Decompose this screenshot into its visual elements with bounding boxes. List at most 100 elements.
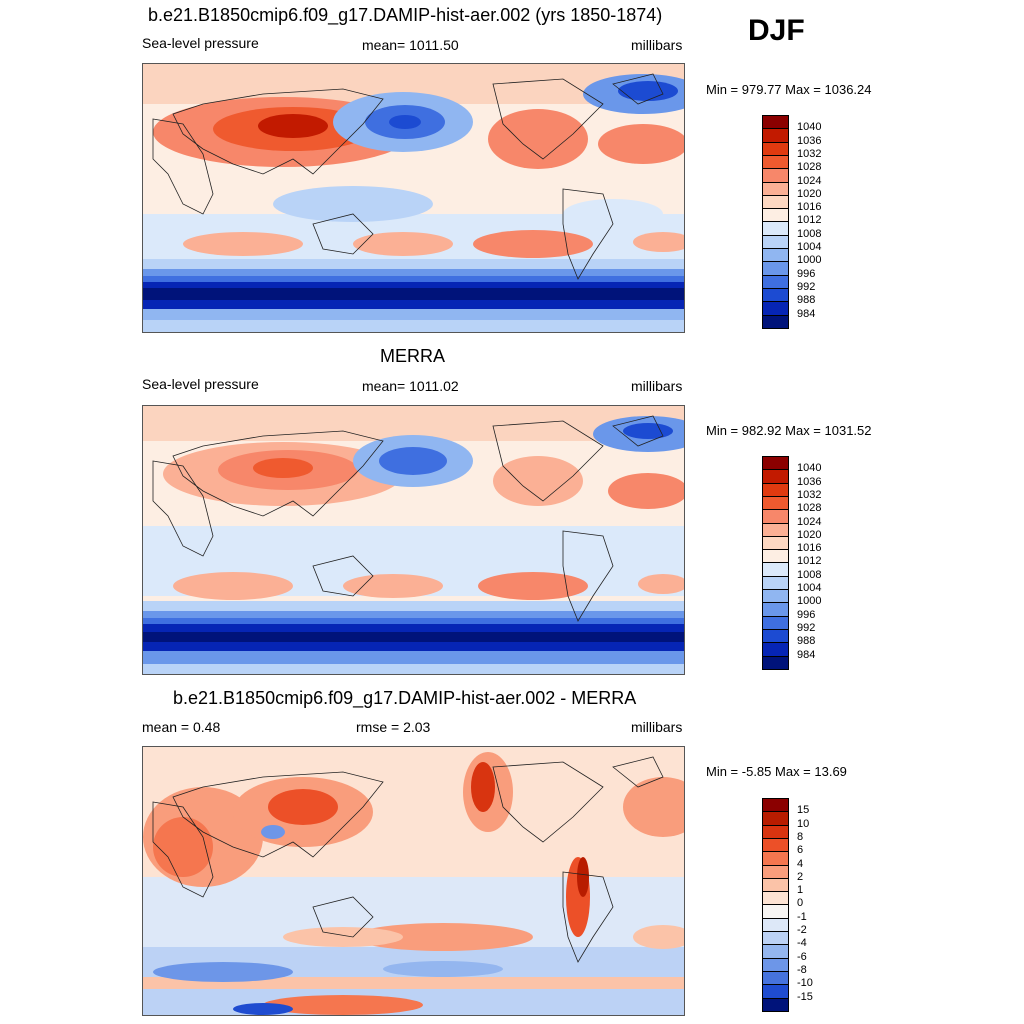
panel1-map: [142, 63, 685, 333]
colorbar-swatch: [762, 997, 789, 1012]
panel3-rmse-label: rmse = 2.03: [356, 719, 431, 735]
panel3-minmax: Min = -5.85 Max = 13.69: [706, 764, 847, 779]
colorbar-swatch: [762, 274, 789, 289]
colorbar-tick-label: 1028: [797, 161, 822, 174]
colorbar-tick-label: 1008: [797, 227, 822, 240]
colorbar-swatch: [762, 495, 789, 511]
colorbar-tick-label: 988: [797, 294, 816, 307]
panel1-minmax: Min = 979.77 Max = 1036.24: [706, 82, 872, 97]
panel3-mean-label: mean = 0.48: [142, 719, 221, 735]
panel1-mean-label: mean= 1011.50: [362, 37, 459, 53]
panel2-variable-label: Sea-level pressure: [142, 376, 259, 392]
colorbar-swatch: [762, 469, 789, 484]
colorbar-swatch: [762, 851, 789, 866]
colorbar-swatch: [762, 128, 789, 143]
colorbar-swatch: [762, 615, 789, 630]
colorbar-tick-label: 992: [797, 621, 816, 634]
colorbar-swatch: [762, 837, 789, 853]
colorbar-swatch: [762, 891, 789, 906]
colorbar-swatch: [762, 824, 789, 839]
colorbar-tick-label: -8: [797, 963, 807, 976]
colorbar-tick-label: 1004: [797, 241, 822, 253]
colorbar-tick-label: -4: [797, 937, 807, 950]
colorbar-swatch: [762, 970, 789, 986]
colorbar-swatch: [762, 208, 789, 223]
colorbar-swatch: [762, 522, 789, 537]
colorbar-tick-label: 992: [797, 280, 816, 293]
colorbar-swatch: [762, 602, 789, 617]
colorbar-tick-label: -6: [797, 950, 807, 963]
colorbar-tick-label: 1: [797, 884, 804, 897]
colorbar-swatch: [762, 482, 789, 497]
colorbar-tick-label: 1016: [797, 201, 822, 214]
colorbar-tick-label: 1000: [797, 595, 822, 608]
colorbar-tick-label: 10: [797, 817, 810, 830]
colorbar-swatch: [762, 456, 789, 471]
colorbar-tick-label: -10: [797, 977, 813, 990]
colorbar-tick-label: 1004: [797, 582, 822, 594]
colorbar-tick-label: 1012: [797, 214, 822, 227]
colorbar-swatch: [762, 811, 789, 826]
panel2-units-label: millibars: [631, 378, 683, 394]
colorbar-swatch: [762, 154, 789, 170]
panel2-mean-label: mean= 1011.02: [362, 378, 459, 394]
colorbar-swatch: [762, 221, 789, 236]
colorbar-swatch: [762, 917, 789, 932]
colorbar-swatch: [762, 904, 789, 919]
panel2-minmax: Min = 982.92 Max = 1031.52: [706, 423, 872, 438]
colorbar-swatch: [762, 798, 789, 813]
colorbar-swatch: [762, 575, 789, 590]
colorbar-swatch: [762, 168, 789, 183]
colorbar-swatch: [762, 957, 789, 972]
colorbar-tick-label: -2: [797, 924, 807, 936]
colorbar-tick-label: 1020: [797, 187, 822, 200]
colorbar-tick-label: 1028: [797, 502, 822, 515]
colorbar-swatch: [762, 248, 789, 263]
colorbar-swatch: [762, 931, 789, 946]
colorbar-tick-label: 1032: [797, 147, 822, 160]
colorbar-swatch: [762, 194, 789, 210]
colorbar-swatch: [762, 287, 789, 303]
colorbar-tick-label: 4: [797, 857, 804, 870]
colorbar-tick-label: 8: [797, 830, 804, 843]
colorbar-swatch: [762, 944, 789, 959]
colorbar-swatch: [762, 314, 789, 329]
colorbar-tick-label: 984: [797, 307, 816, 320]
colorbar-swatch: [762, 301, 789, 316]
season-label: DJF: [748, 14, 805, 47]
colorbar-swatch: [762, 864, 789, 879]
colorbar-swatch: [762, 642, 789, 657]
colorbar-swatch: [762, 549, 789, 564]
colorbar-tick-label: 984: [797, 648, 816, 661]
colorbar-tick-label: 1016: [797, 542, 822, 555]
colorbar-swatch: [762, 535, 789, 551]
panel3-title: b.e21.B1850cmip6.f09_g17.DAMIP-hist-aer.…: [173, 688, 637, 708]
colorbar-tick-label: 1040: [797, 462, 822, 475]
colorbar-tick-label: 1000: [797, 254, 822, 267]
colorbar-swatch: [762, 181, 789, 196]
colorbar-tick-label: 1012: [797, 555, 822, 568]
colorbar-tick-label: 1024: [797, 174, 822, 187]
colorbar-tick-label: 996: [797, 608, 816, 621]
panel2-map: [142, 405, 685, 675]
colorbar-swatch: [762, 141, 789, 156]
colorbar-tick-label: 1008: [797, 568, 822, 581]
colorbar-tick-label: -1: [797, 910, 807, 923]
colorbar-swatch: [762, 655, 789, 670]
colorbar-tick-label: -15: [797, 990, 813, 1003]
colorbar-tick-label: 988: [797, 635, 816, 648]
colorbar-tick-label: 0: [797, 897, 804, 910]
colorbar-tick-label: 1036: [797, 475, 822, 488]
panel1-units-label: millibars: [631, 37, 683, 53]
colorbar-tick-label: 15: [797, 804, 810, 817]
colorbar-swatch: [762, 234, 789, 249]
colorbar-swatch: [762, 115, 789, 130]
panel3-units-label: millibars: [631, 719, 683, 735]
panel1-title: b.e21.B1850cmip6.f09_g17.DAMIP-hist-aer.…: [148, 5, 663, 25]
colorbar-swatch: [762, 877, 789, 893]
panel2-title: MERRA: [380, 346, 446, 366]
colorbar-tick-label: 2: [797, 870, 804, 883]
colorbar-swatch: [762, 984, 789, 999]
colorbar-tick-label: 6: [797, 844, 804, 857]
colorbar-swatch: [762, 509, 789, 524]
